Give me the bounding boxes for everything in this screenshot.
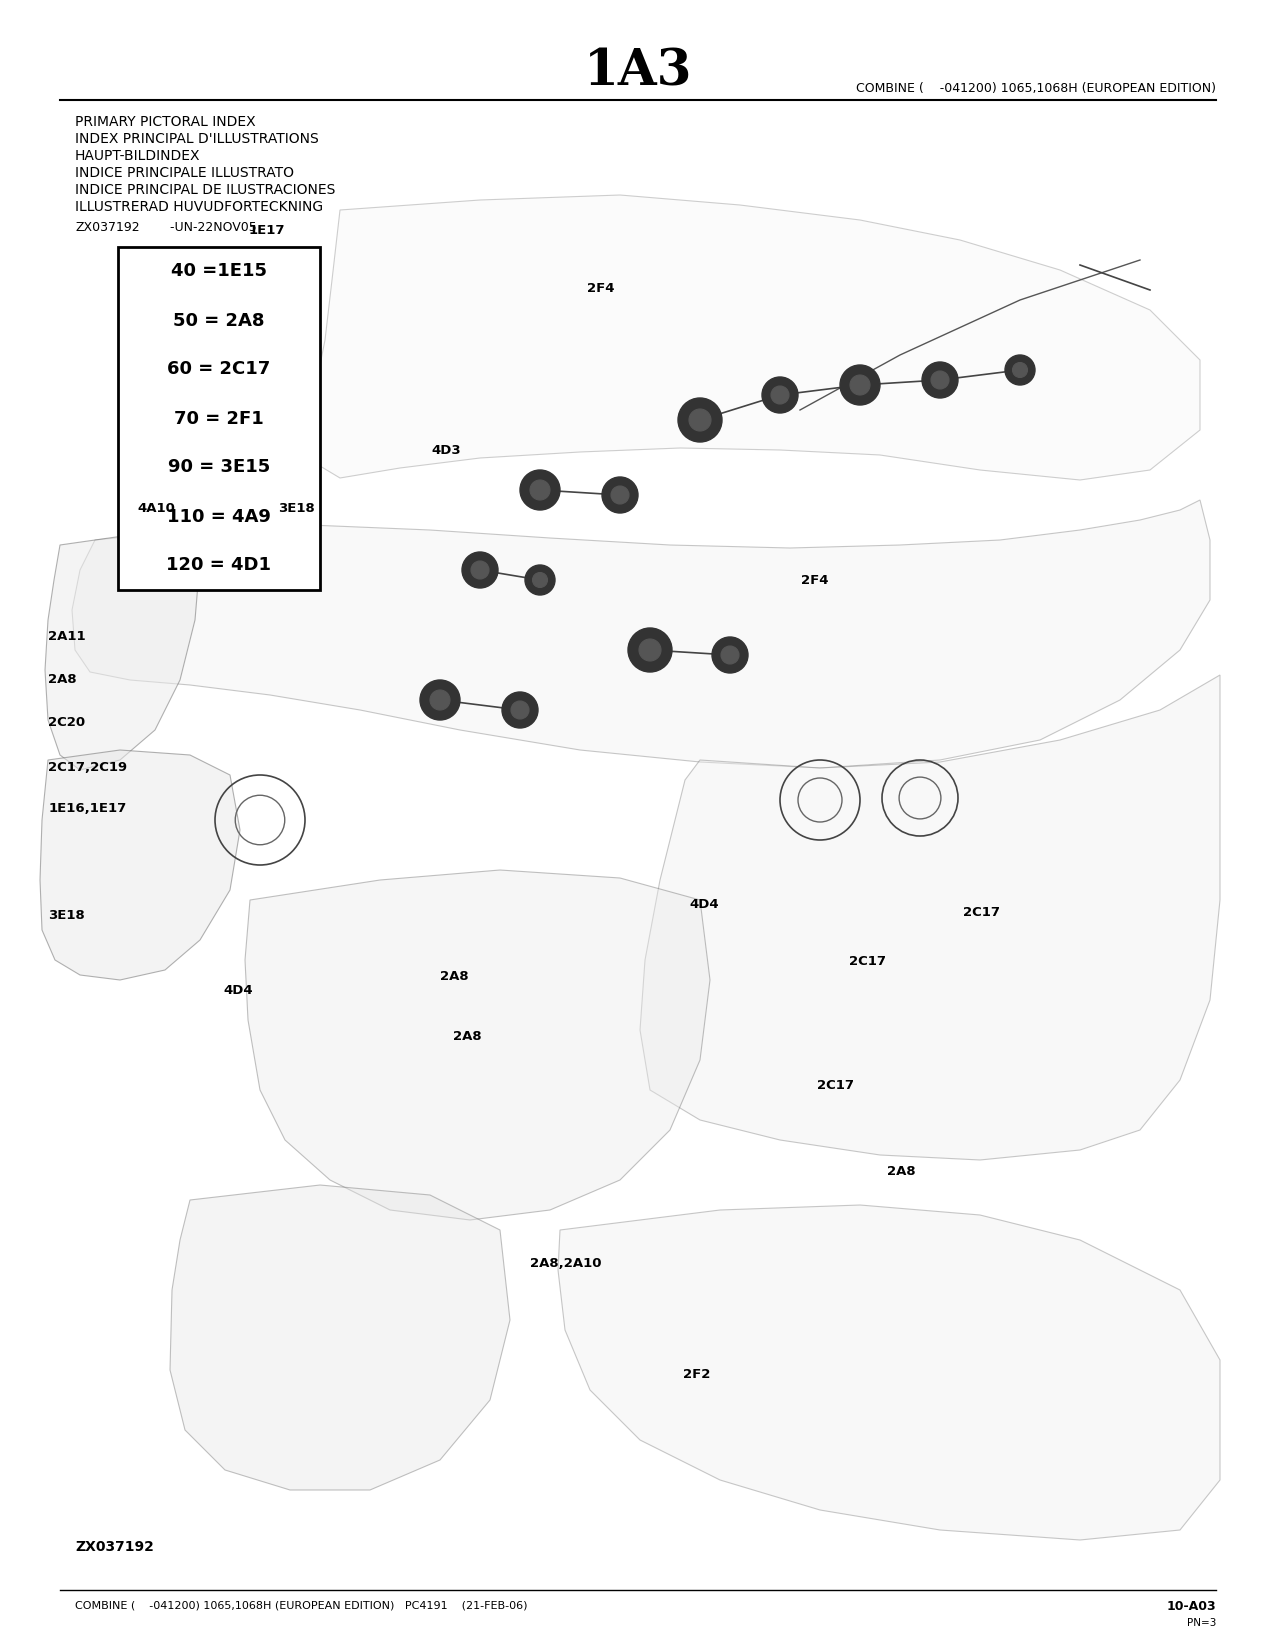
Text: 1E17: 1E17: [249, 224, 286, 238]
Circle shape: [1005, 355, 1035, 384]
Text: 2F4: 2F4: [801, 574, 829, 587]
Polygon shape: [558, 1204, 1220, 1539]
Text: 1E16,1E17: 1E16,1E17: [48, 802, 126, 815]
Circle shape: [501, 691, 538, 728]
Text: PN=3: PN=3: [1187, 1619, 1216, 1629]
Circle shape: [762, 376, 798, 412]
Circle shape: [712, 637, 748, 673]
Text: 60 = 2C17: 60 = 2C17: [167, 360, 271, 378]
Text: 3E18: 3E18: [48, 909, 85, 922]
Text: 2C17: 2C17: [817, 1079, 854, 1092]
Circle shape: [721, 647, 739, 663]
Text: ZX037192: ZX037192: [75, 1539, 154, 1554]
Text: COMBINE (    -041200) 1065,1068H (EUROPEAN EDITION): COMBINE ( -041200) 1065,1068H (EUROPEAN …: [856, 82, 1216, 96]
Text: PRIMARY PICTORAL INDEX: PRIMARY PICTORAL INDEX: [75, 116, 255, 129]
Text: 2A11: 2A11: [48, 630, 85, 644]
Text: 120 = 4D1: 120 = 4D1: [166, 556, 272, 574]
Text: 2A8: 2A8: [453, 1030, 481, 1043]
Circle shape: [923, 361, 958, 398]
Text: 40 =1E15: 40 =1E15: [171, 262, 267, 281]
Text: 10-A03: 10-A03: [1166, 1600, 1216, 1614]
Polygon shape: [308, 195, 1199, 480]
Text: INDICE PRINCIPAL DE ILUSTRACIONES: INDICE PRINCIPAL DE ILUSTRACIONES: [75, 183, 336, 196]
Text: INDEX PRINCIPAL D'ILLUSTRATIONS: INDEX PRINCIPAL D'ILLUSTRATIONS: [75, 132, 319, 145]
Text: 2C17,2C19: 2C17,2C19: [48, 761, 128, 774]
Polygon shape: [71, 500, 1210, 767]
Circle shape: [530, 480, 550, 500]
Polygon shape: [40, 751, 240, 980]
Text: 90 = 3E15: 90 = 3E15: [168, 459, 271, 477]
Text: 110 = 4A9: 110 = 4A9: [167, 508, 271, 525]
Text: INDICE PRINCIPALE ILLUSTRATO: INDICE PRINCIPALE ILLUSTRATO: [75, 167, 293, 180]
Text: 3E18: 3E18: [278, 502, 315, 515]
Text: 4D4: 4D4: [223, 983, 253, 997]
Circle shape: [532, 573, 547, 587]
Text: 4D4: 4D4: [689, 898, 718, 911]
Text: 2C20: 2C20: [48, 716, 85, 729]
Polygon shape: [170, 1185, 510, 1490]
Circle shape: [462, 553, 498, 587]
Circle shape: [628, 629, 672, 672]
Polygon shape: [45, 530, 200, 771]
Polygon shape: [641, 675, 1220, 1160]
Circle shape: [771, 386, 789, 404]
Circle shape: [602, 477, 638, 513]
Text: 2F2: 2F2: [683, 1368, 709, 1381]
Text: 2A8,2A10: 2A8,2A10: [530, 1257, 601, 1270]
Circle shape: [639, 639, 661, 662]
Circle shape: [471, 561, 489, 579]
Bar: [117, 248, 320, 591]
Text: HAUPT-BILDINDEX: HAUPT-BILDINDEX: [75, 148, 200, 163]
Text: 2C17: 2C17: [963, 906, 1000, 919]
Circle shape: [510, 701, 530, 719]
Text: 2A8: 2A8: [440, 970, 468, 983]
Circle shape: [420, 680, 461, 719]
Circle shape: [611, 487, 629, 503]
Text: 4D3: 4D3: [431, 444, 461, 457]
Text: 1A3: 1A3: [583, 48, 693, 97]
Circle shape: [931, 371, 949, 389]
Text: 2F4: 2F4: [587, 282, 615, 295]
Circle shape: [689, 409, 711, 431]
Circle shape: [430, 690, 450, 710]
Text: -UN-22NOV05: -UN-22NOV05: [151, 221, 256, 234]
Circle shape: [850, 375, 870, 394]
Circle shape: [521, 470, 560, 510]
Text: ZX037192: ZX037192: [75, 221, 139, 234]
Circle shape: [1012, 363, 1027, 378]
Text: 70 = 2F1: 70 = 2F1: [174, 409, 264, 427]
Text: 2C17: 2C17: [849, 955, 886, 969]
Circle shape: [678, 398, 722, 442]
Text: ILLUSTRERAD HUVUDFORTECKNING: ILLUSTRERAD HUVUDFORTECKNING: [75, 200, 323, 215]
Text: 2A8: 2A8: [48, 673, 77, 686]
Text: 2A8: 2A8: [887, 1165, 915, 1178]
Text: 4A10: 4A10: [138, 502, 176, 515]
Circle shape: [524, 564, 555, 596]
Text: COMBINE (    -041200) 1065,1068H (EUROPEAN EDITION)   PC4191    (21-FEB-06): COMBINE ( -041200) 1065,1068H (EUROPEAN …: [75, 1600, 527, 1610]
Text: 50 = 2A8: 50 = 2A8: [174, 312, 264, 330]
Polygon shape: [245, 870, 709, 1219]
Circle shape: [840, 365, 880, 404]
